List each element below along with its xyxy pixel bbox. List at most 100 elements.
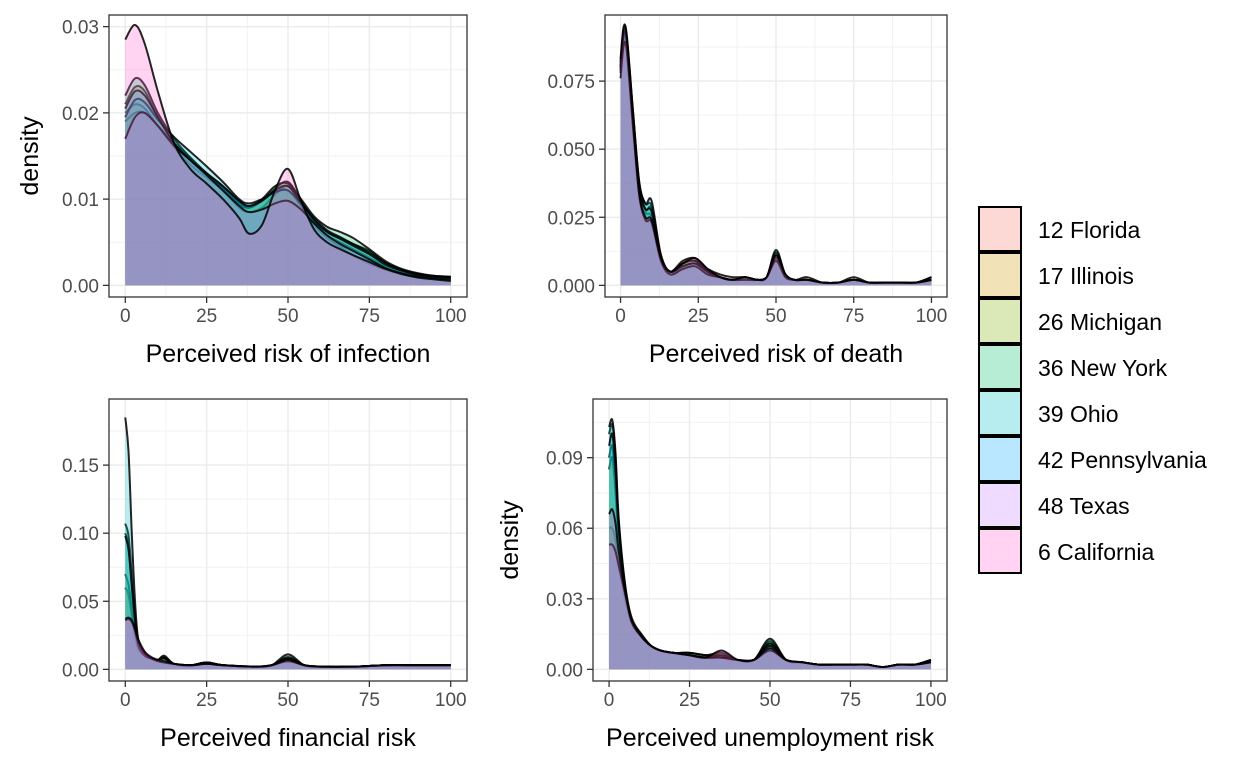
density-area-2	[125, 111, 451, 286]
density-area-2	[620, 33, 932, 286]
density-area-5	[609, 418, 931, 670]
x-tick-label: 0	[120, 306, 131, 327]
x-axis-title: Perceived risk of death	[649, 340, 903, 368]
density-area-8	[125, 24, 451, 286]
panel-3: 0 25 50 75 100 0.00 0.05 0.10 0.15 Perceived fina…	[62, 398, 468, 752]
y-tick-label: 0.00	[62, 276, 99, 297]
y-axis-title: density	[496, 500, 524, 580]
legend-key	[978, 482, 1022, 528]
density-series-group	[619, 23, 932, 286]
legend-item: 39 Ohio	[978, 390, 1119, 436]
x-tick-label: 50	[759, 690, 780, 711]
legend-item: 26 Michigan	[978, 298, 1162, 344]
legend-item: 48 Texas	[978, 482, 1130, 528]
density-series-group	[608, 418, 932, 670]
x-tick-label: 75	[840, 690, 861, 711]
density-area-6	[609, 433, 931, 670]
y-tick-label: 0.000	[547, 276, 595, 297]
density-area-5	[125, 98, 451, 286]
density-outline-8	[619, 23, 932, 284]
x-tick-label: 75	[359, 306, 380, 327]
legend-label: 39 Ohio	[1038, 401, 1119, 427]
density-area-7	[125, 618, 451, 670]
x-tick-label: 75	[359, 690, 380, 711]
density-area-7	[125, 112, 451, 286]
density-area-1	[609, 527, 931, 670]
density-area-5	[620, 25, 932, 286]
density-area-2	[609, 456, 931, 670]
x-tick-label: 25	[196, 690, 217, 711]
y-tick-label: 0.06	[546, 519, 583, 540]
y-tick-label: 0.10	[62, 524, 99, 545]
y-tick-label: 0.09	[546, 449, 583, 470]
density-outline-8	[608, 508, 932, 669]
x-tick-label: 50	[277, 690, 298, 711]
panel-1: 0 25 50 75 100 0.00 0.01 0.02 0.03 Perceived risk…	[16, 14, 468, 368]
density-series-group	[124, 417, 451, 670]
x-tick-label: 50	[277, 306, 298, 327]
density-area-4	[609, 423, 931, 670]
density-area-4	[125, 77, 451, 286]
density-area-3	[620, 30, 932, 286]
y-tick-label: 0.15	[62, 456, 99, 477]
legend-label: 36 New York	[1038, 355, 1168, 381]
density-area-1	[125, 104, 451, 286]
x-tick-label: 100	[435, 306, 467, 327]
density-area-8	[620, 24, 932, 286]
legend-label: 48 Texas	[1038, 493, 1130, 519]
legend-key	[978, 390, 1022, 436]
legend-item: 12 Florida	[978, 206, 1140, 252]
legend-item: 6 California	[978, 528, 1155, 574]
y-tick-label: 0.025	[547, 208, 595, 229]
y-tick-label: 0.050	[547, 140, 595, 161]
legend-key	[978, 528, 1022, 574]
legend-key	[978, 252, 1022, 298]
x-tick-label: 0	[615, 306, 626, 327]
x-tick-label: 75	[843, 306, 864, 327]
y-tick-label: 0.01	[62, 190, 99, 211]
density-outline-8	[124, 23, 451, 283]
y-tick-label: 0.00	[62, 660, 99, 681]
legend-label: 6 California	[1038, 539, 1155, 565]
panel-2: 0 25 50 75 100 0.000 0.025 0.050 0.075 Perceived …	[547, 14, 948, 368]
y-tick-label: 0.00	[546, 660, 583, 681]
y-tick-label: 0.03	[62, 18, 99, 39]
x-axis-title: Perceived financial risk	[160, 724, 416, 752]
legend-key	[978, 206, 1022, 252]
legend-key	[978, 436, 1022, 482]
density-area-6	[125, 90, 451, 286]
density-area-4	[620, 28, 932, 286]
legend-item: 17 Illinois	[978, 252, 1134, 298]
y-axis-title: density	[16, 116, 44, 196]
legend-label: 42 Pennsylvania	[1038, 447, 1207, 473]
y-tick-label: 0.075	[547, 72, 595, 93]
legend-item: 42 Pennsylvania	[978, 436, 1207, 482]
y-tick-label: 0.02	[62, 104, 99, 125]
density-area-7	[620, 41, 932, 286]
legend-item: 36 New York	[978, 344, 1168, 390]
density-outline-5	[124, 97, 451, 279]
x-tick-label: 25	[196, 306, 217, 327]
x-tick-label: 50	[765, 306, 786, 327]
density-area-3	[609, 445, 931, 670]
density-area-8	[609, 509, 931, 670]
y-tick-label: 0.03	[546, 590, 583, 611]
density-area-6	[620, 30, 932, 286]
x-tick-label: 100	[435, 690, 467, 711]
legend-key	[978, 344, 1022, 390]
legend-label: 12 Florida	[1038, 217, 1140, 243]
legend-key	[978, 298, 1022, 344]
x-tick-label: 100	[916, 306, 948, 327]
density-outline-8	[124, 616, 451, 668]
density-area-7	[609, 544, 931, 670]
density-series-group	[124, 23, 451, 286]
legend-label: 17 Illinois	[1038, 263, 1134, 289]
x-axis-title: Perceived unemployment risk	[606, 724, 934, 752]
x-tick-label: 100	[915, 690, 947, 711]
density-area-1	[620, 36, 932, 286]
panel-4: 0 25 50 75 100 0.00 0.03 0.06 0.09 Perceived unem…	[496, 398, 948, 752]
legend-label: 26 Michigan	[1038, 309, 1162, 335]
x-tick-label: 0	[604, 690, 615, 711]
legend: 12 Florida 17 Illinois 26 Michigan 36 New Y…	[978, 206, 1207, 574]
